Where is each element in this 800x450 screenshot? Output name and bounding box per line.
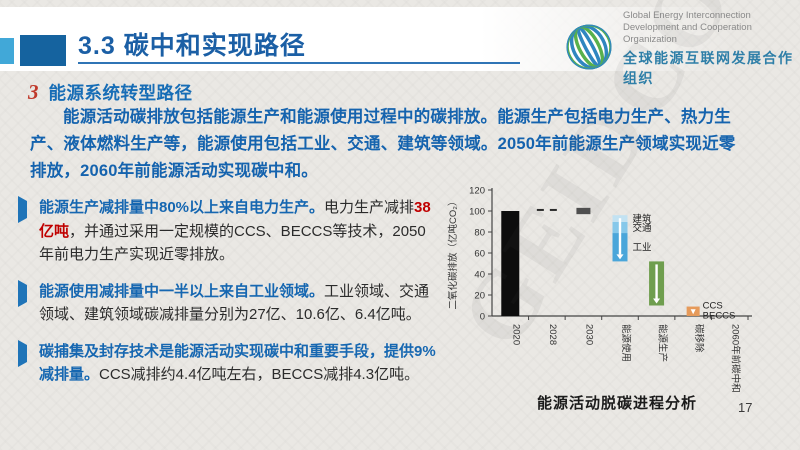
svg-text:二氧化碳排放（亿吨CO₂）: 二氧化碳排放（亿吨CO₂）: [447, 197, 459, 310]
bullet-lead: 能源生产减排量中80%以上来自电力生产。: [39, 199, 325, 216]
chart-caption: 能源活动脱碳进程分析: [536, 395, 697, 412]
svg-text:交通: 交通: [633, 222, 653, 234]
title-accent-light: [0, 38, 14, 64]
svg-text:工业: 工业: [633, 243, 652, 254]
header-band: [0, 7, 800, 71]
bullet-item-3: 碳捕集及封存技术是能源活动实现碳中和重要手段，提供9%减排量。CCS减排约4.4…: [18, 339, 436, 387]
svg-text:100: 100: [469, 207, 485, 218]
svg-text:碳移除: 碳移除: [693, 324, 705, 353]
svg-text:2020: 2020: [510, 324, 521, 345]
bullet-text-3: 碳捕集及封存技术是能源活动实现碳中和重要手段，提供9%减排量。CCS减排约4.4…: [39, 340, 436, 387]
svg-text:2060年前碳中和: 2060年前碳中和: [730, 324, 742, 393]
org-logo: Global Energy Interconnection Developmen…: [563, 10, 800, 88]
org-name-en-line1: Global Energy Interconnection: [623, 10, 751, 21]
bullet-body: 工业领域、交通领域、建筑领域碳减排量分别为27亿、10.6亿、6.4亿吨。: [39, 282, 430, 324]
bullet-lead: 碳捕集及封存技术是能源活动实现碳中和重要手段，提供9%减排量。: [39, 342, 436, 384]
svg-text:能源生产: 能源生产: [657, 324, 669, 362]
section-number: 3: [28, 80, 39, 104]
bullet-item-2: 能源使用减排量中一半以上来自工业领域。工业领域、交通领域、建筑领域碳减排量分别为…: [18, 279, 436, 327]
decarbonization-chart: 0 20 40 60 80 100 120 二氧化碳排放（亿吨CO₂） 2020 2028 2030…: [442, 184, 792, 416]
bullet-item-1: 能源生产减排量中80%以上来自电力生产。电力生产减排38亿吨，并通过采用一定规模…: [18, 196, 436, 267]
svg-text:0: 0: [480, 312, 485, 323]
svg-text:CCS: CCS: [703, 301, 723, 312]
svg-text:60: 60: [474, 249, 485, 260]
page-title: 3.3 碳中和实现路径: [78, 32, 306, 60]
org-name-en-line2: Development and Cooperation Organization: [623, 22, 752, 45]
svg-text:2028: 2028: [547, 324, 558, 345]
highlight-value: 38亿吨: [39, 199, 431, 240]
bullet-body: ，并通过采用一定规模的CCS、BECCS等技术，2050年前电力生产实现近零排放…: [39, 222, 426, 264]
title-accent-dark: [20, 35, 66, 66]
svg-text:能源使用: 能源使用: [620, 324, 632, 362]
bullet-text-1: 能源生产减排量中80%以上来自电力生产。电力生产减排38亿吨，并通过采用一定规模…: [39, 196, 436, 267]
arrowhead-bullet-icon: [18, 339, 34, 387]
section-heading: 能源系统转型路径: [48, 83, 193, 103]
intro-paragraph: 能源活动碳排放包括能源生产和能源使用过程中的碳排放。能源生产包括电力生产、热力生…: [30, 108, 736, 180]
bullet-body: CCS减排约4.4亿吨左右，BECCS减排4.3亿吨。: [99, 366, 420, 383]
title-underline: [78, 62, 520, 64]
bullet-body: 电力生产减排: [324, 199, 415, 216]
bullet-text-2: 能源使用减排量中一半以上来自工业领域。工业领域、交通领域、建筑领域碳减排量分别为…: [39, 280, 436, 327]
bullet-lead: 能源使用减排量中一半以上来自工业领域。: [39, 282, 325, 300]
bullet-list: 能源生产减排量中80%以上来自电力生产。电力生产减排38亿吨，并通过采用一定规模…: [18, 196, 436, 400]
svg-text:20: 20: [474, 291, 485, 302]
svg-text:建筑: 建筑: [633, 213, 653, 225]
arrowhead-bullet-icon: [18, 279, 34, 327]
arrowhead-bullet-icon: [18, 196, 34, 267]
section-heading-row: 3 能源系统转型路径: [28, 80, 193, 105]
svg-text:2030: 2030: [583, 324, 594, 345]
svg-text:BECCS: BECCS: [703, 311, 736, 322]
org-name-zh: 全球能源互联网发展合作组织: [623, 50, 794, 86]
org-name: Global Energy Interconnection Developmen…: [623, 10, 800, 88]
page-number: 17: [738, 400, 753, 415]
svg-text:120: 120: [469, 186, 485, 197]
globe-icon: [563, 21, 615, 78]
svg-text:40: 40: [474, 270, 485, 281]
svg-text:80: 80: [474, 228, 485, 239]
